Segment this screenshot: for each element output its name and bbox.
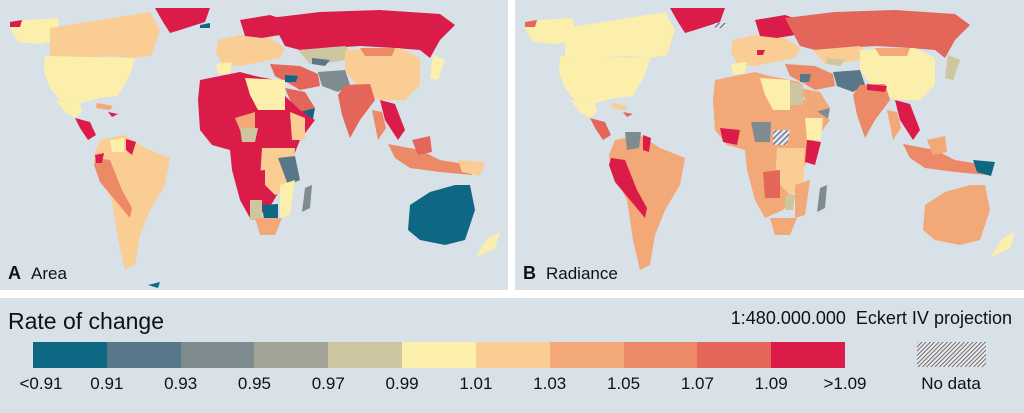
projection-name: Eckert IV projection xyxy=(855,308,1012,328)
panel-b-label: B Radiance xyxy=(523,263,618,284)
legend-title: Rate of change xyxy=(8,308,165,334)
legend-tick-label: 0.99 xyxy=(385,374,419,393)
legend-swatch xyxy=(33,342,107,368)
legend-swatch xyxy=(623,342,698,368)
panel-a-label: A Area xyxy=(8,263,67,284)
legend-tick-label: 1.03 xyxy=(533,374,567,393)
map-panel-area: A Area xyxy=(0,0,508,290)
legend-swatch xyxy=(106,342,181,368)
legend: Rate of change 1:480.000.000 Eckert IV p… xyxy=(0,298,1024,413)
legend-swatch xyxy=(697,342,772,368)
legend-swatch xyxy=(771,342,845,368)
legend-tick-label: <0.91 xyxy=(19,374,63,393)
legend-tick-label: 0.91 xyxy=(90,374,124,393)
panel-b-letter: B xyxy=(523,263,536,283)
world-map-area xyxy=(10,8,500,288)
no-data-swatch xyxy=(917,342,986,367)
scale-projection-info: 1:480.000.000 Eckert IV projection xyxy=(731,308,1012,329)
map-scale: 1:480.000.000 xyxy=(730,308,846,328)
legend-swatch xyxy=(180,342,255,368)
legend-swatch xyxy=(549,342,624,368)
map-panel-radiance: B Radiance xyxy=(515,0,1024,290)
legend-swatch xyxy=(254,342,329,368)
panel-a-title: Area xyxy=(31,264,67,283)
legend-tick-label: 0.95 xyxy=(237,374,271,393)
legend-tick-label: >1.09 xyxy=(823,374,867,393)
panel-a-letter: A xyxy=(8,263,21,283)
legend-tick-label: 1.09 xyxy=(754,374,788,393)
legend-tick-label: 0.93 xyxy=(164,374,198,393)
legend-swatch xyxy=(328,342,403,368)
legend-swatch xyxy=(402,342,476,368)
legend-tick-label: 1.01 xyxy=(459,374,493,393)
legend-tick-label: 1.07 xyxy=(680,374,714,393)
no-data-label: No data xyxy=(921,374,981,393)
legend-tick-label: 0.97 xyxy=(311,374,345,393)
color-scale-bar xyxy=(33,342,845,368)
legend-tick-label: 1.05 xyxy=(606,374,641,393)
legend-swatch xyxy=(475,342,550,368)
world-map-radiance xyxy=(525,8,1015,270)
panel-b-title: Radiance xyxy=(546,264,618,283)
